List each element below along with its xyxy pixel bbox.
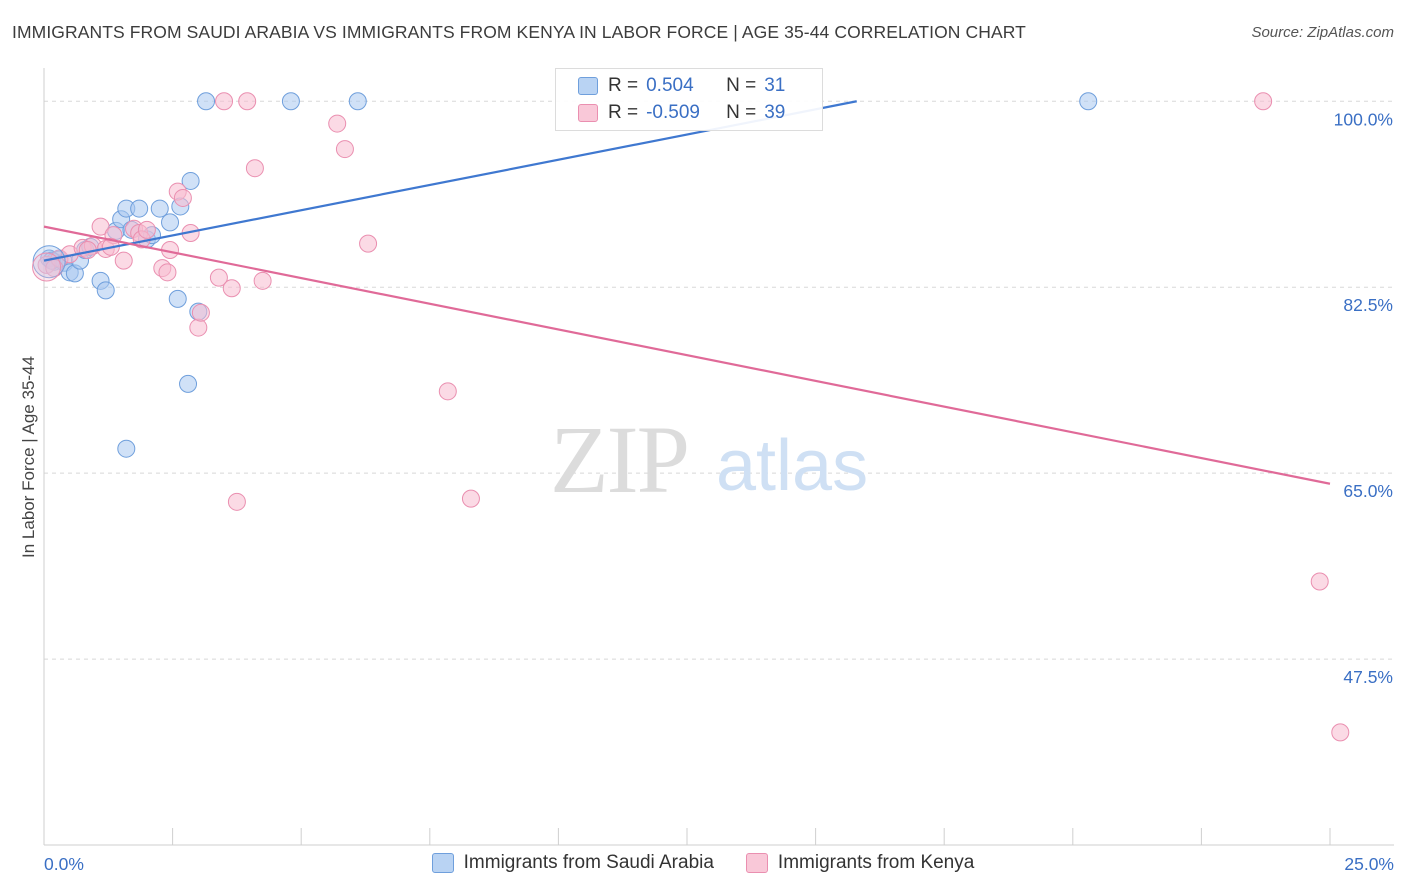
point-kenya-22 (215, 92, 234, 111)
point-kenya-14 (158, 263, 177, 282)
y-tick-label-2: 65.0% (1343, 481, 1393, 501)
point-kenya-17 (173, 188, 192, 207)
point-kenya-24 (238, 92, 257, 111)
y-tick-label-0: 100.0% (1334, 109, 1393, 129)
point-saudi-18 (150, 199, 169, 218)
y-tick-labels: 100.0% 82.5% 65.0% 47.5% (1334, 109, 1393, 687)
legend-n-label: N = (726, 102, 757, 123)
point-kenya-12 (137, 220, 156, 239)
point-kenya-34 (1310, 572, 1329, 591)
watermark-atlas: atlas (716, 426, 868, 506)
point-kenya-30 (438, 382, 457, 401)
point-saudi-23 (281, 92, 300, 111)
y-tick-label-1: 82.5% (1343, 295, 1393, 315)
legend-r-value-saudi: 0.504 (646, 75, 694, 96)
point-saudi-28 (179, 374, 198, 393)
correlation-legend: R = 0.504 N = 31 R = -0.509 N = 39 (555, 68, 823, 131)
chart-title: IMMIGRANTS FROM SAUDI ARABIA VS IMMIGRAN… (12, 22, 1026, 42)
legend-label-saudi: Immigrants from Saudi Arabia (463, 852, 714, 873)
point-kenya-31 (461, 489, 480, 508)
point-saudi-21 (181, 171, 200, 190)
legend-swatch-saudi (431, 853, 454, 873)
series-legend: Immigrants from Saudi Arabia Immigrants … (0, 852, 1406, 874)
point-kenya-21 (209, 268, 228, 287)
legend-item-kenya[interactable]: Immigrants from Kenya (745, 852, 975, 874)
x-tick-marks (43, 828, 1331, 845)
legend-n-value-saudi: 31 (764, 75, 786, 96)
legend-r-label: R = (608, 102, 639, 123)
watermark-zip: ZIP (550, 406, 688, 513)
legend-swatch-kenya (745, 853, 768, 873)
point-saudi-19 (161, 213, 180, 232)
point-kenya-8 (114, 251, 133, 270)
point-saudi-15 (130, 199, 149, 218)
point-kenya-28 (335, 140, 354, 159)
y-axis-title: In Labor Force | Age 35-44 (19, 356, 38, 558)
point-kenya-35 (1331, 723, 1350, 742)
legend-r-label: R = (608, 75, 639, 96)
points-layer (32, 92, 1350, 742)
legend-swatch-kenya (578, 104, 598, 122)
grid-layer (44, 100, 1394, 660)
y-tick-label-3: 47.5% (1343, 667, 1393, 687)
legend-swatch-saudi (578, 77, 598, 95)
point-saudi-22 (197, 92, 216, 111)
legend-row-kenya: R = -0.509 N = 39 (578, 101, 785, 125)
axes-layer (43, 68, 1394, 846)
point-kenya-cluster (32, 252, 62, 282)
point-kenya-33 (1254, 92, 1273, 111)
legend-r-value-kenya: -0.509 (646, 102, 700, 123)
legend-n-label: N = (726, 75, 757, 96)
point-kenya-19 (189, 318, 208, 337)
point-kenya-32 (227, 492, 246, 511)
point-kenya-23 (222, 279, 241, 298)
trend-line-kenya (43, 225, 1331, 485)
point-saudi-24 (348, 92, 367, 111)
point-saudi-25 (1079, 92, 1098, 111)
legend-n-value-kenya: 39 (764, 102, 786, 123)
point-kenya-26 (253, 271, 272, 290)
legend-row-saudi: R = 0.504 N = 31 (578, 74, 785, 98)
chart-source: Source: ZipAtlas.com (1251, 24, 1394, 41)
point-saudi-10 (96, 281, 115, 300)
point-kenya-29 (359, 234, 378, 253)
legend-label-kenya: Immigrants from Kenya (777, 852, 975, 873)
point-kenya-27 (328, 114, 347, 133)
point-kenya-5 (91, 217, 110, 236)
x-tick-label-left: 0.0% (44, 854, 84, 874)
point-kenya-20 (191, 303, 210, 322)
legend-item-saudi[interactable]: Immigrants from Saudi Arabia (431, 852, 714, 874)
point-saudi-26 (168, 289, 187, 308)
x-tick-label-right: 25.0% (1344, 854, 1394, 874)
point-saudi-29 (117, 439, 136, 458)
point-kenya-25 (245, 159, 264, 178)
